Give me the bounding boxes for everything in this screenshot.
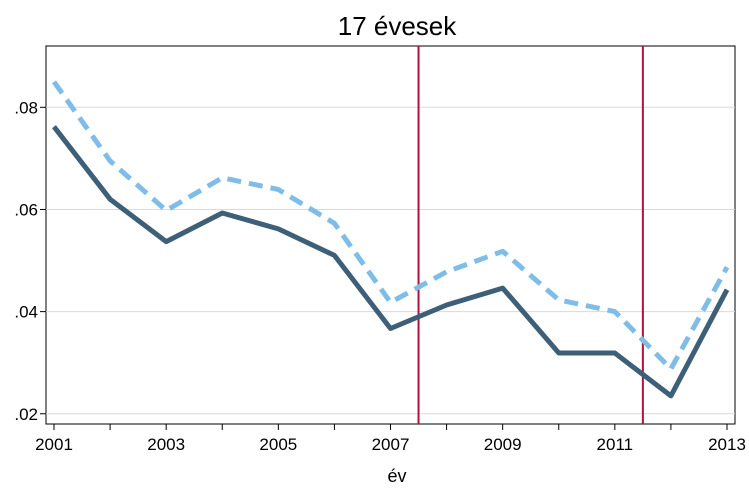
x-tick-label: 2013 xyxy=(708,435,746,454)
x-tick-label: 2001 xyxy=(35,435,73,454)
chart-title: 17 évesek xyxy=(338,11,458,41)
x-tick-label: 2009 xyxy=(484,435,522,454)
y-tick-label: .06 xyxy=(14,200,38,219)
x-tick-label: 2003 xyxy=(147,435,185,454)
x-tick-label: 2005 xyxy=(259,435,297,454)
x-tick-label: 2007 xyxy=(372,435,410,454)
y-tick-label: .02 xyxy=(14,405,38,424)
y-tick-label: .08 xyxy=(14,98,38,117)
x-tick-label: 2011 xyxy=(597,435,634,454)
y-tick-label: .04 xyxy=(14,303,38,322)
x-axis-label: év xyxy=(387,466,406,486)
